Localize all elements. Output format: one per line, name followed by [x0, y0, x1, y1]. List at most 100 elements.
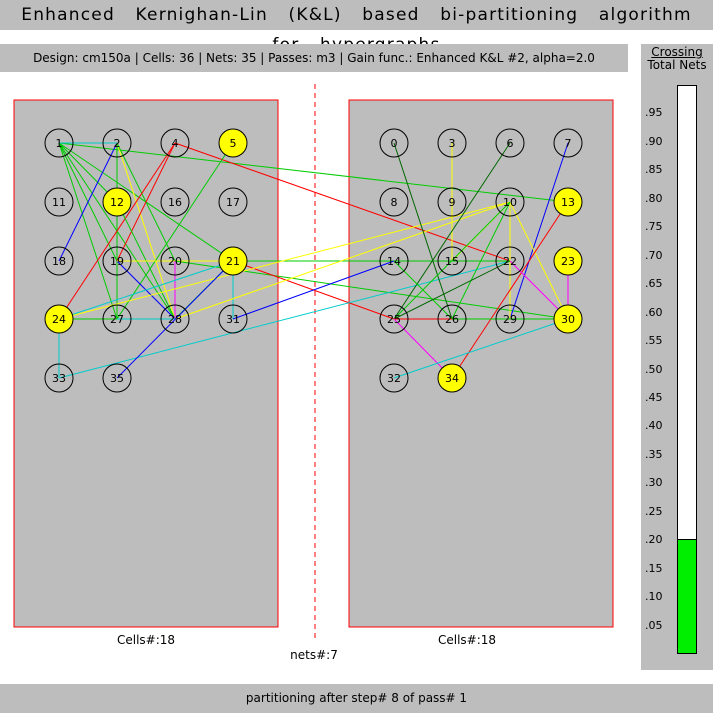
cell-circle: [379, 187, 409, 217]
cell-node-34[interactable]: 34: [437, 363, 467, 393]
window-title: Enhanced Kernighan-Lin (K&L) based bi-pa…: [0, 0, 713, 55]
cell-label: 24: [52, 313, 66, 326]
cell-node-35[interactable]: 35: [102, 363, 132, 393]
net-edge-5-27: [116, 142, 234, 320]
cell-label: 11: [52, 196, 66, 209]
cell-node-14[interactable]: 14: [379, 246, 409, 276]
crossing-ratio-gauge: [677, 85, 697, 654]
cell-circle: [218, 128, 248, 158]
cell-node-22[interactable]: 22: [495, 246, 525, 276]
cell-node-23[interactable]: 23: [553, 246, 583, 276]
cell-label: 1: [56, 137, 63, 150]
cell-node-16[interactable]: 16: [160, 187, 190, 217]
cell-node-27[interactable]: 27: [102, 304, 132, 334]
right-cell-count: Cells#:18: [437, 633, 497, 647]
cell-node-7[interactable]: 7: [553, 128, 583, 158]
gauge-tick-label: .70: [645, 248, 663, 262]
cell-circle: [437, 128, 467, 158]
gauge-tick-label: .95: [645, 106, 663, 120]
cell-circle: [160, 128, 190, 158]
net-edge-31-14: [232, 260, 395, 320]
cell-label: 5: [230, 137, 237, 150]
cell-node-29[interactable]: 29: [495, 304, 525, 334]
right-partition-panel: [348, 99, 614, 628]
cell-node-21[interactable]: 21: [218, 246, 248, 276]
cell-circle: [379, 304, 409, 334]
cell-node-3[interactable]: 3: [437, 128, 467, 158]
left-partition-panel: [13, 99, 279, 628]
cell-circle: [553, 187, 583, 217]
cell-label: 17: [226, 196, 240, 209]
cell-label: 21: [226, 255, 240, 268]
cell-node-1[interactable]: 1: [44, 128, 74, 158]
cell-circle: [437, 304, 467, 334]
cell-node-13[interactable]: 13: [553, 187, 583, 217]
net-edge-7-29: [509, 142, 569, 320]
gauge-tick-label: .45: [645, 390, 663, 404]
crossing-label: Crossing: [651, 45, 703, 59]
cell-circle: [160, 246, 190, 276]
net-edges: [58, 142, 569, 379]
cell-circle: [160, 304, 190, 334]
gauge-tick-label: .90: [645, 134, 663, 148]
cell-node-12[interactable]: 12: [102, 187, 132, 217]
net-edge-30-32: [393, 318, 569, 379]
crossing-ratio-fill: [678, 539, 696, 653]
cell-node-10[interactable]: 10: [495, 187, 525, 217]
cell-node-19[interactable]: 19: [102, 246, 132, 276]
cell-label: 14: [387, 255, 401, 268]
cell-label: 32: [387, 372, 401, 385]
cell-label: 15: [445, 255, 459, 268]
cell-node-25[interactable]: 25: [379, 304, 409, 334]
cell-label: 19: [110, 255, 124, 268]
cell-circle: [437, 363, 467, 393]
gauge-tick-label: .65: [645, 277, 663, 291]
cell-node-24[interactable]: 24: [44, 304, 74, 334]
cell-node-32[interactable]: 32: [379, 363, 409, 393]
cell-node-33[interactable]: 33: [44, 363, 74, 393]
net-edge-4-24: [58, 142, 176, 320]
cell-circle: [379, 363, 409, 393]
cell-circle: [553, 304, 583, 334]
cell-circle: [102, 187, 132, 217]
total-nets-label: Total Nets: [647, 58, 707, 72]
cell-label: 16: [168, 196, 182, 209]
cell-label: 13: [561, 196, 575, 209]
net-edge-6-25: [393, 142, 511, 320]
cell-node-15[interactable]: 15: [437, 246, 467, 276]
cell-node-26[interactable]: 26: [437, 304, 467, 334]
cell-node-4[interactable]: 4: [160, 128, 190, 158]
cell-node-31[interactable]: 31: [218, 304, 248, 334]
cell-circle: [495, 187, 525, 217]
net-edge-35-21: [116, 260, 234, 379]
cell-node-28[interactable]: 28: [160, 304, 190, 334]
cell-node-17[interactable]: 17: [218, 187, 248, 217]
cell-label: 35: [110, 372, 124, 385]
cell-label: 27: [110, 313, 124, 326]
cell-node-6[interactable]: 6: [495, 128, 525, 158]
cell-node-20[interactable]: 20: [160, 246, 190, 276]
cell-node-9[interactable]: 9: [437, 187, 467, 217]
cell-circle: [44, 246, 74, 276]
cell-label: 4: [172, 137, 179, 150]
cell-node-18[interactable]: 18: [44, 246, 74, 276]
cell-circle: [218, 187, 248, 217]
gauge-tick-label: .30: [645, 476, 663, 490]
status-footer: partitioning after step# 8 of pass# 1: [0, 684, 713, 713]
gauge-tick-label: .20: [645, 533, 663, 547]
cell-node-0[interactable]: 0: [379, 128, 409, 158]
gauge-tick-label: .55: [645, 334, 663, 348]
cell-node-2[interactable]: 2: [102, 128, 132, 158]
cell-node-5[interactable]: 5: [218, 128, 248, 158]
net-edge-10-30: [509, 201, 569, 320]
cell-label: 34: [445, 372, 459, 385]
net-edge-1-27: [58, 142, 118, 320]
cell-node-30[interactable]: 30: [553, 304, 583, 334]
cell-label: 2: [114, 137, 121, 150]
cell-node-8[interactable]: 8: [379, 187, 409, 217]
net-edge-2-18: [58, 142, 118, 262]
cell-node-11[interactable]: 11: [44, 187, 74, 217]
cell-circle: [553, 246, 583, 276]
